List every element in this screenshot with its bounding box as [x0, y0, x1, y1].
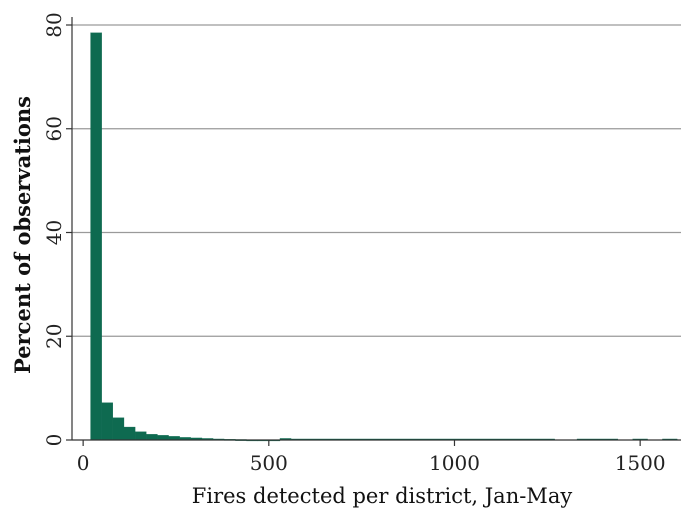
histogram-bar	[112, 417, 125, 441]
histogram-bar	[157, 435, 169, 441]
y-tick-label: 0	[42, 434, 66, 447]
histogram-bar	[90, 32, 102, 441]
histogram-bar	[101, 402, 113, 441]
y-tick-labels: 0 20 40 60 80	[42, 12, 66, 446]
x-tick-labels: 0 500 1000 1500	[77, 451, 666, 475]
y-tick-label: 40	[42, 220, 66, 245]
x-tick-label: 500	[250, 451, 288, 475]
axes	[66, 17, 681, 446]
x-tick-label: 0	[77, 451, 90, 475]
y-axis-title: Percent of observations	[10, 96, 35, 374]
y-tick-label: 60	[42, 116, 66, 141]
x-axis-title: Fires detected per district, Jan-May	[192, 484, 573, 508]
x-tick-label: 1500	[615, 451, 666, 475]
y-tick-label: 80	[42, 12, 66, 37]
y-tick-label: 20	[42, 324, 66, 349]
grid-lines	[72, 24, 681, 337]
histogram-bar	[146, 434, 158, 441]
histogram-bar	[123, 426, 136, 441]
histogram-bars	[90, 32, 678, 442]
histogram-bar	[134, 431, 147, 441]
x-tick-label: 1000	[429, 451, 480, 475]
